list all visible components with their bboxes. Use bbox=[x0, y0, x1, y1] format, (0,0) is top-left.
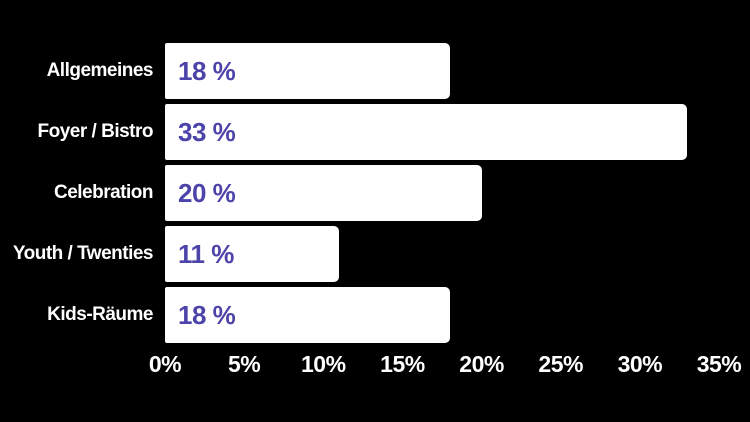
category-label: Kids-Räume bbox=[47, 304, 153, 325]
bar-rows: Allgemeines 18 % Foyer / Bistro 33 % Cel… bbox=[0, 43, 750, 348]
x-tick-label: 0% bbox=[148, 351, 182, 377]
bar-track: 11 % bbox=[165, 226, 719, 282]
bar: 33 % bbox=[165, 104, 688, 160]
x-tick-label: 15% bbox=[380, 351, 425, 377]
category-label: Allgemeines bbox=[46, 60, 154, 81]
bar: 11 % bbox=[165, 226, 340, 282]
chart-row: Celebration 20 % bbox=[0, 165, 750, 221]
category-label: Celebration bbox=[53, 182, 154, 203]
chart-row: Youth / Twenties 11 % bbox=[0, 226, 750, 282]
x-tick-label: 5% bbox=[228, 351, 261, 377]
chart-row: Foyer / Bistro 33 % bbox=[0, 104, 750, 160]
x-axis: 0% 5% 10% 15% 20% 25% 30% 35% bbox=[149, 351, 742, 381]
x-tick-label: 20% bbox=[459, 351, 504, 377]
bar: 20 % bbox=[165, 165, 482, 221]
bar: 18 % bbox=[165, 43, 450, 99]
x-tick-label: 10% bbox=[301, 351, 346, 377]
bar-track: 18 % bbox=[165, 287, 719, 343]
x-tick-label: 30% bbox=[617, 351, 663, 377]
value-label: 20 % bbox=[178, 177, 236, 208]
value-label: 11 % bbox=[178, 238, 234, 269]
bar-track: 33 % bbox=[165, 104, 719, 160]
bar-track: 18 % bbox=[165, 43, 719, 99]
chart-row: Allgemeines 18 % bbox=[0, 43, 750, 99]
category-label: Youth / Twenties bbox=[12, 243, 154, 264]
value-label: 33 % bbox=[178, 116, 236, 147]
value-label: 18 % bbox=[178, 299, 236, 330]
bar-track: 20 % bbox=[165, 165, 719, 221]
bar: 18 % bbox=[165, 287, 450, 343]
x-tick-label: 35% bbox=[696, 351, 742, 377]
x-tick-label: 25% bbox=[538, 351, 583, 377]
chart-row: Kids-Räume 18 % bbox=[0, 287, 750, 343]
category-label: Foyer / Bistro bbox=[37, 121, 154, 142]
value-label: 18 % bbox=[178, 55, 236, 86]
